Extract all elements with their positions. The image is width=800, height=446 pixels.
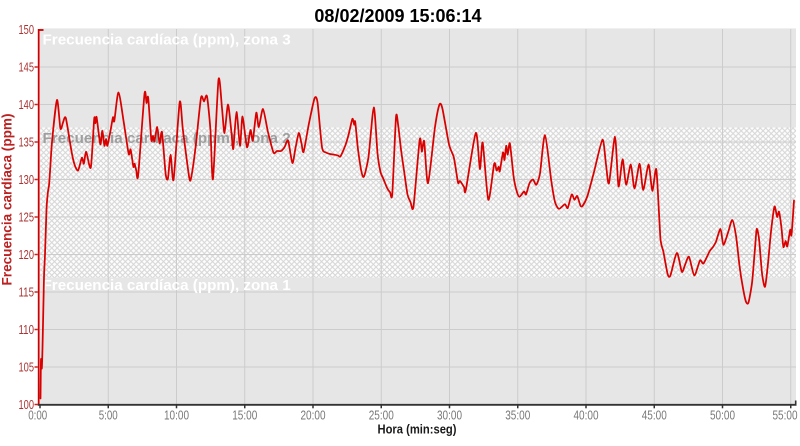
svg-text:08/02/2009 15:06:14: 08/02/2009 15:06:14 <box>314 6 481 26</box>
svg-text:130: 130 <box>19 173 35 187</box>
svg-text:115: 115 <box>19 285 35 299</box>
svg-text:15:00: 15:00 <box>232 409 257 423</box>
svg-text:0:00: 0:00 <box>28 409 47 423</box>
svg-text:40:00: 40:00 <box>574 409 599 423</box>
svg-text:55:00: 55:00 <box>773 409 798 423</box>
svg-text:Frecuencia cardíaca (ppm): Frecuencia cardíaca (ppm) <box>0 114 15 286</box>
svg-text:5:00: 5:00 <box>99 409 118 423</box>
svg-text:125: 125 <box>19 210 35 224</box>
svg-text:45:00: 45:00 <box>642 409 667 423</box>
svg-text:30:00: 30:00 <box>437 409 462 423</box>
svg-text:10:00: 10:00 <box>164 409 189 423</box>
svg-text:Frecuencia cardíaca (ppm), zon: Frecuencia cardíaca (ppm), zona 3 <box>43 31 291 48</box>
svg-text:50:00: 50:00 <box>710 409 735 423</box>
svg-text:150: 150 <box>19 23 35 37</box>
svg-text:Frecuencia cardíaca (ppm), zon: Frecuencia cardíaca (ppm), zona 1 <box>43 277 292 294</box>
svg-text:105: 105 <box>19 360 35 374</box>
svg-text:145: 145 <box>19 60 35 74</box>
svg-text:100: 100 <box>19 398 35 412</box>
svg-text:Hora (min:seg): Hora (min:seg) <box>378 423 457 437</box>
svg-text:120: 120 <box>19 248 35 262</box>
svg-text:35:00: 35:00 <box>505 409 530 423</box>
svg-text:140: 140 <box>19 98 35 112</box>
svg-text:110: 110 <box>19 323 35 337</box>
svg-text:20:00: 20:00 <box>301 409 326 423</box>
svg-text:25:00: 25:00 <box>369 409 394 423</box>
svg-text:135: 135 <box>19 135 35 149</box>
